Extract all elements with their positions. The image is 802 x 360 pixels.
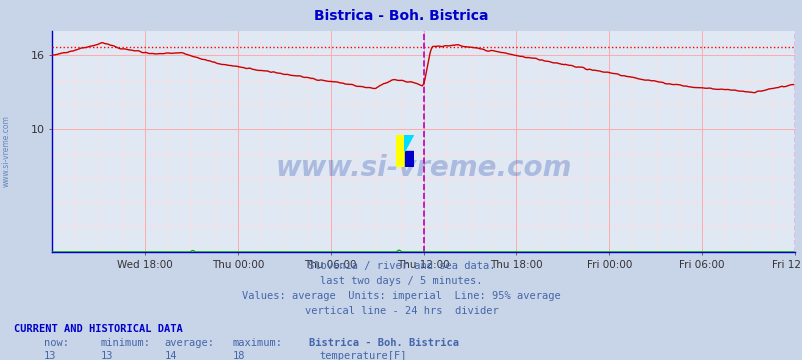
Text: average:: average: bbox=[164, 338, 214, 348]
Text: Bistrica - Boh. Bistrica: Bistrica - Boh. Bistrica bbox=[314, 9, 488, 23]
Text: Bistrica - Boh. Bistrica: Bistrica - Boh. Bistrica bbox=[309, 338, 459, 348]
Bar bbox=[404, 151, 413, 167]
Text: 18: 18 bbox=[233, 351, 245, 360]
Bar bbox=[395, 135, 404, 167]
Text: last two days / 5 minutes.: last two days / 5 minutes. bbox=[320, 276, 482, 286]
Polygon shape bbox=[404, 135, 413, 151]
Text: vertical line - 24 hrs  divider: vertical line - 24 hrs divider bbox=[304, 306, 498, 316]
Text: Values: average  Units: imperial  Line: 95% average: Values: average Units: imperial Line: 95… bbox=[242, 291, 560, 301]
Text: 13: 13 bbox=[100, 351, 113, 360]
Text: minimum:: minimum: bbox=[100, 338, 150, 348]
Text: temperature[F]: temperature[F] bbox=[319, 351, 407, 360]
Text: maximum:: maximum: bbox=[233, 338, 282, 348]
Text: CURRENT AND HISTORICAL DATA: CURRENT AND HISTORICAL DATA bbox=[14, 324, 183, 334]
Text: www.si-vreme.com: www.si-vreme.com bbox=[2, 115, 11, 187]
Text: 14: 14 bbox=[164, 351, 177, 360]
Text: now:: now: bbox=[44, 338, 69, 348]
Text: Slovenia / river and sea data.: Slovenia / river and sea data. bbox=[307, 261, 495, 271]
Text: 13: 13 bbox=[44, 351, 57, 360]
Text: www.si-vreme.com: www.si-vreme.com bbox=[275, 154, 571, 182]
